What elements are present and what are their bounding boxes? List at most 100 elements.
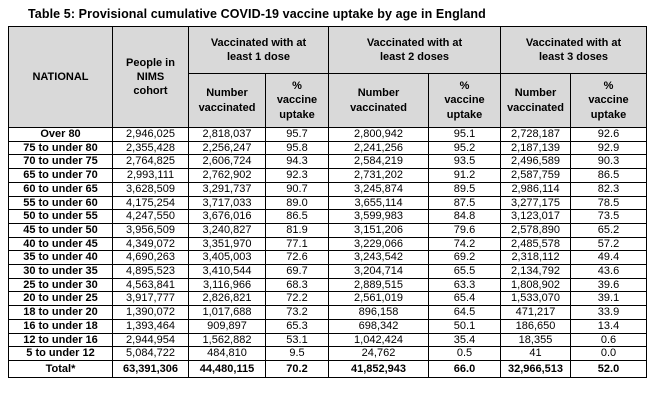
dose1-number-cell: 3,291,737 bbox=[188, 181, 266, 197]
table-row: 25 to under 30 4,563,841 3,116,966 68.3 … bbox=[8, 277, 647, 293]
dose3-pct-cell: 13.4 bbox=[570, 318, 647, 334]
table-row: 35 to under 40 4,690,263 3,405,003 72.6 … bbox=[8, 250, 647, 266]
dose3-pct-cell: 49.4 bbox=[570, 250, 647, 266]
dose2-number-cell: 24,762 bbox=[328, 346, 429, 361]
dose3-pct-cell: 82.3 bbox=[570, 181, 647, 197]
header-group-dose2: Vaccinated with at least 2 doses bbox=[328, 26, 501, 74]
age-band-cell: 40 to under 45 bbox=[8, 236, 113, 252]
dose1-pct-cell: 72.2 bbox=[265, 291, 329, 307]
dose1-pct-cell: 68.3 bbox=[265, 277, 329, 293]
dose2-number-cell: 3,243,542 bbox=[328, 250, 429, 266]
dose1-number-cell: 2,606,724 bbox=[188, 154, 266, 170]
dose1-pct-cell: 94.3 bbox=[265, 154, 329, 170]
dose1-number-cell: 3,240,827 bbox=[188, 222, 266, 238]
age-band-cell: 5 to under 12 bbox=[8, 346, 113, 361]
table-title: Table 5: Provisional cumulative COVID-19… bbox=[28, 7, 486, 21]
dose2-number-cell: 2,889,515 bbox=[328, 277, 429, 293]
dose3-pct-cell: 65.2 bbox=[570, 222, 647, 238]
dose2-number-cell: 3,229,066 bbox=[328, 236, 429, 252]
dose1-number-cell: 2,762,902 bbox=[188, 168, 266, 183]
dose1-number-cell: 3,410,544 bbox=[188, 264, 266, 279]
dose1-number-cell: 909,897 bbox=[188, 318, 266, 334]
dose2-number-cell: 2,561,019 bbox=[328, 291, 429, 307]
dose1-pct-cell: 77.1 bbox=[265, 236, 329, 252]
header-pct-uptake-dose3: % vaccine uptake bbox=[570, 73, 647, 128]
dose3-pct-cell: 92.9 bbox=[570, 140, 647, 156]
dose1-pct-cell: 53.1 bbox=[265, 332, 329, 348]
age-band-cell: 55 to under 60 bbox=[8, 195, 113, 211]
header-group-dose1: Vaccinated with at least 1 dose bbox=[188, 26, 329, 74]
total-label: Total* bbox=[8, 359, 113, 378]
cohort-cell: 4,563,841 bbox=[112, 277, 189, 293]
cohort-cell: 3,956,509 bbox=[112, 222, 189, 238]
age-band-cell: Over 80 bbox=[8, 127, 113, 142]
table-row: 55 to under 60 4,175,254 3,717,033 89.0 … bbox=[8, 195, 647, 211]
dose2-pct-cell: 95.1 bbox=[428, 127, 501, 142]
dose2-number-cell: 3,204,714 bbox=[328, 264, 429, 279]
dose1-number-cell: 484,810 bbox=[188, 346, 266, 361]
cohort-cell: 1,390,072 bbox=[112, 305, 189, 320]
dose3-number-cell: 1,533,070 bbox=[500, 291, 571, 307]
cohort-cell: 4,690,263 bbox=[112, 250, 189, 266]
table-row: 5 to under 12 5,084,722 484,810 9.5 24,7… bbox=[8, 346, 647, 361]
dose2-number-cell: 2,584,219 bbox=[328, 154, 429, 170]
dose1-pct-cell: 95.8 bbox=[265, 140, 329, 156]
dose1-pct-cell: 72.6 bbox=[265, 250, 329, 266]
table-row: 65 to under 70 2,993,111 2,762,902 92.3 … bbox=[8, 168, 647, 183]
dose3-number-cell: 2,728,187 bbox=[500, 127, 571, 142]
dose2-number-cell: 2,800,942 bbox=[328, 127, 429, 142]
age-band-cell: 25 to under 30 bbox=[8, 277, 113, 293]
total-dose2-pct-cell: 66.0 bbox=[428, 359, 501, 378]
dose1-number-cell: 3,405,003 bbox=[188, 250, 266, 266]
dose2-number-cell: 2,241,256 bbox=[328, 140, 429, 156]
dose1-pct-cell: 9.5 bbox=[265, 346, 329, 361]
dose2-pct-cell: 65.5 bbox=[428, 264, 501, 279]
dose1-number-cell: 3,676,016 bbox=[188, 209, 266, 224]
dose1-number-cell: 2,256,247 bbox=[188, 140, 266, 156]
dose1-pct-cell: 65.3 bbox=[265, 318, 329, 334]
dose3-pct-cell: 0.6 bbox=[570, 332, 647, 348]
dose2-number-cell: 698,342 bbox=[328, 318, 429, 334]
dose3-pct-cell: 86.5 bbox=[570, 168, 647, 183]
table-row: 50 to under 55 4,247,550 3,676,016 86.5 … bbox=[8, 209, 647, 224]
dose3-pct-cell: 73.5 bbox=[570, 209, 647, 224]
table-row: 60 to under 65 3,628,509 3,291,737 90.7 … bbox=[8, 181, 647, 197]
cohort-cell: 2,946,025 bbox=[112, 127, 189, 142]
dose3-number-cell: 18,355 bbox=[500, 332, 571, 348]
table-row: 70 to under 75 2,764,825 2,606,724 94.3 … bbox=[8, 154, 647, 170]
cohort-cell: 4,247,550 bbox=[112, 209, 189, 224]
header-number-vaccinated-dose3: Number vaccinated bbox=[500, 73, 571, 128]
cohort-cell: 2,355,428 bbox=[112, 140, 189, 156]
table-row: 16 to under 18 1,393,464 909,897 65.3 69… bbox=[8, 318, 647, 334]
dose2-pct-cell: 79.6 bbox=[428, 222, 501, 238]
age-band-cell: 60 to under 65 bbox=[8, 181, 113, 197]
table-row: 20 to under 25 3,917,777 2,826,821 72.2 … bbox=[8, 291, 647, 307]
dose3-pct-cell: 39.6 bbox=[570, 277, 647, 293]
cohort-cell: 1,393,464 bbox=[112, 318, 189, 334]
dose3-number-cell: 3,123,017 bbox=[500, 209, 571, 224]
dose3-pct-cell: 92.6 bbox=[570, 127, 647, 142]
dose3-pct-cell: 57.2 bbox=[570, 236, 647, 252]
dose3-number-cell: 41 bbox=[500, 346, 571, 361]
dose1-number-cell: 3,717,033 bbox=[188, 195, 266, 211]
age-band-cell: 30 to under 35 bbox=[8, 264, 113, 279]
dose3-pct-cell: 39.1 bbox=[570, 291, 647, 307]
total-dose3-pct-cell: 52.0 bbox=[570, 359, 647, 378]
header-sub-row: Number vaccinated % vaccine uptake Numbe… bbox=[9, 73, 647, 128]
dose3-number-cell: 2,578,890 bbox=[500, 222, 571, 238]
dose2-number-cell: 1,042,424 bbox=[328, 332, 429, 348]
header-nims-cohort: People in NIMS cohort bbox=[112, 26, 189, 128]
dose1-pct-cell: 73.2 bbox=[265, 305, 329, 320]
table-row: 30 to under 35 4,895,523 3,410,544 69.7 … bbox=[8, 264, 647, 279]
dose2-pct-cell: 0.5 bbox=[428, 346, 501, 361]
dose3-number-cell: 2,587,759 bbox=[500, 168, 571, 183]
dose3-pct-cell: 78.5 bbox=[570, 195, 647, 211]
header-number-vaccinated-dose1: Number vaccinated bbox=[188, 73, 266, 128]
dose2-pct-cell: 69.2 bbox=[428, 250, 501, 266]
dose2-pct-cell: 64.5 bbox=[428, 305, 501, 320]
dose2-number-cell: 2,731,202 bbox=[328, 168, 429, 183]
dose3-number-cell: 2,485,578 bbox=[500, 236, 571, 252]
dose2-pct-cell: 91.2 bbox=[428, 168, 501, 183]
age-band-cell: 65 to under 70 bbox=[8, 168, 113, 183]
dose2-pct-cell: 35.4 bbox=[428, 332, 501, 348]
